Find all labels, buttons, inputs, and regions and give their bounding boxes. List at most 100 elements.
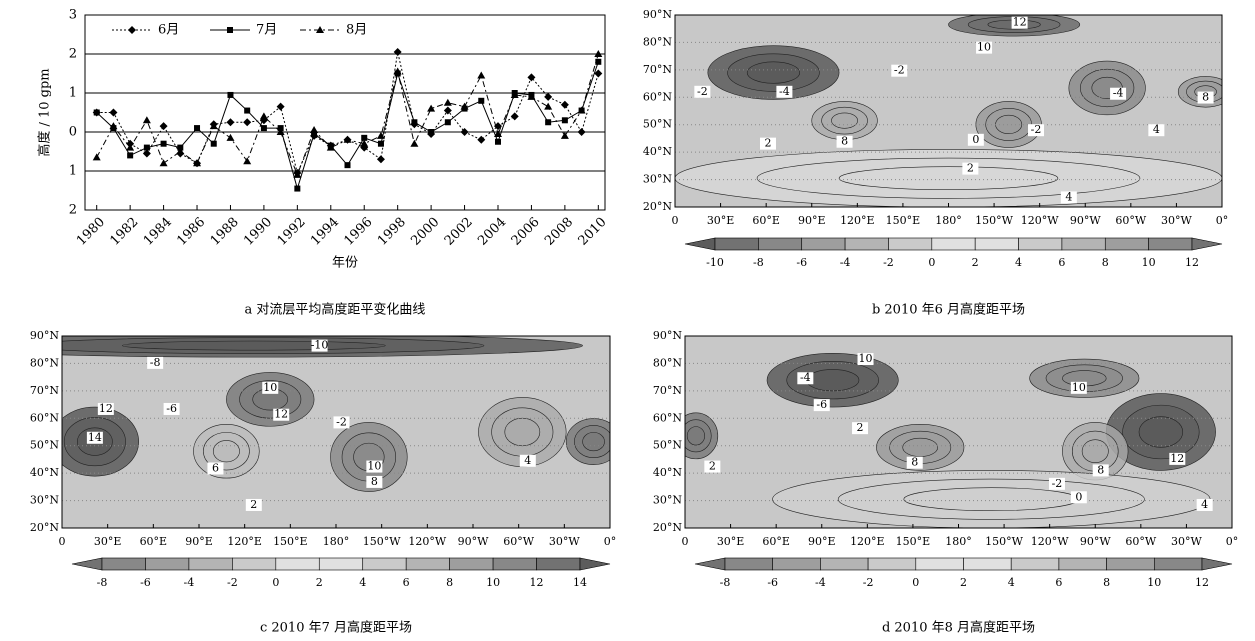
colorbar-cell bbox=[964, 558, 1012, 570]
contour-label: 12 bbox=[1013, 16, 1027, 29]
x-tick-label: 90°E bbox=[808, 535, 836, 548]
contour-label: 8 bbox=[911, 456, 918, 469]
point bbox=[511, 112, 519, 120]
y-tick-label: 30°N bbox=[653, 494, 682, 507]
x-tick-label: 150°W bbox=[985, 535, 1023, 548]
colorbar-tick-label: -8 bbox=[720, 576, 731, 589]
colorbar-tick-label: 4 bbox=[1015, 256, 1022, 269]
colorbar-tick-label: -2 bbox=[883, 256, 894, 269]
colorbar-tick-label: 6 bbox=[403, 576, 410, 589]
contour-label: -4 bbox=[800, 371, 811, 384]
colorbar-tick-label: 8 bbox=[446, 576, 453, 589]
colorbar-tick-label: -2 bbox=[863, 576, 874, 589]
colorbar-tick-label: -4 bbox=[184, 576, 195, 589]
colorbar-cell bbox=[725, 558, 773, 570]
colorbar-cell bbox=[406, 558, 449, 570]
colorbar-end bbox=[1192, 238, 1222, 250]
legend-label: 7月 bbox=[256, 23, 277, 38]
point bbox=[144, 145, 150, 151]
point bbox=[411, 119, 417, 125]
x-tick-label: 60°W bbox=[1115, 214, 1146, 227]
colorbar-cell bbox=[975, 238, 1018, 250]
y-tick-label: 1 bbox=[69, 164, 77, 179]
x-tick-label: 1984 bbox=[141, 215, 175, 249]
colorbar-tick-label: -8 bbox=[97, 576, 108, 589]
point bbox=[377, 155, 385, 163]
colorbar-cell bbox=[845, 238, 888, 250]
x-tick-label: 150°W bbox=[363, 535, 401, 548]
colorbar-tick-label: -6 bbox=[140, 576, 151, 589]
y-tick-label: 50°N bbox=[643, 118, 672, 131]
point bbox=[226, 118, 234, 126]
contour-label: -10 bbox=[311, 339, 329, 352]
x-tick-label: 180° bbox=[945, 535, 972, 548]
point bbox=[261, 125, 267, 131]
x-tick-label: 150°E bbox=[896, 535, 931, 548]
x-tick-label: 120°E bbox=[850, 535, 885, 548]
x-tick-label: 180° bbox=[323, 535, 350, 548]
point bbox=[578, 128, 586, 136]
colorbar-cell bbox=[102, 558, 145, 570]
point bbox=[260, 112, 268, 119]
x-tick-label: 1988 bbox=[208, 215, 242, 249]
point bbox=[545, 119, 551, 125]
colorbar-cell bbox=[145, 558, 188, 570]
y-tick-label: 40°N bbox=[30, 466, 59, 479]
caption: b 2010 年6 月高度距平场 bbox=[872, 302, 1025, 318]
x-tick-label: 30°W bbox=[549, 535, 580, 548]
x-tick-label: 90°E bbox=[798, 214, 826, 227]
colorbar-tick-label: 2 bbox=[972, 256, 979, 269]
colorbar-tick-label: 10 bbox=[1142, 256, 1156, 269]
colorbar-tick-label: 6 bbox=[1055, 576, 1062, 589]
contour-label: 10 bbox=[859, 352, 873, 365]
point bbox=[428, 129, 434, 135]
point bbox=[477, 136, 485, 144]
colorbar-cell bbox=[1059, 558, 1107, 570]
x-tick-label: 120°E bbox=[840, 214, 875, 227]
y-tick-label: 0 bbox=[69, 125, 77, 140]
contour-label: 10 bbox=[1072, 381, 1086, 394]
y-tick-label: 70°N bbox=[30, 384, 59, 397]
contour-label: 8 bbox=[1202, 91, 1209, 104]
y-tick-label: 40°N bbox=[643, 145, 672, 158]
contour-label: 12 bbox=[99, 402, 113, 415]
colorbar-cell bbox=[276, 558, 319, 570]
point bbox=[160, 122, 168, 130]
colorbar-tick-label: -10 bbox=[706, 256, 724, 269]
series-line bbox=[97, 54, 599, 175]
point bbox=[227, 92, 233, 98]
point bbox=[243, 118, 251, 126]
contour-label: -6 bbox=[166, 402, 177, 415]
x-tick-label: 0° bbox=[1216, 214, 1229, 227]
contour-region bbox=[904, 488, 1079, 511]
x-tick-label: 120°W bbox=[408, 535, 446, 548]
y-tick-label: 50°N bbox=[653, 439, 682, 452]
y-tick-label: 60°N bbox=[643, 90, 672, 103]
x-tick-label: 150°W bbox=[975, 214, 1013, 227]
contour-label: 2 bbox=[250, 498, 257, 511]
point bbox=[544, 103, 552, 110]
contour-label: -8 bbox=[150, 356, 161, 369]
contour-region bbox=[747, 62, 800, 84]
point bbox=[445, 119, 451, 125]
y-tick-label: 90°N bbox=[653, 329, 682, 342]
point bbox=[160, 159, 168, 166]
colorbar-end bbox=[580, 558, 610, 570]
contour-label: 14 bbox=[88, 431, 102, 444]
colorbar-tick-label: 2 bbox=[316, 576, 323, 589]
y-tick-label: 20°N bbox=[30, 521, 59, 534]
x-tick-label: 60°W bbox=[1125, 535, 1156, 548]
y-tick-label: 30°N bbox=[643, 173, 672, 186]
point bbox=[544, 93, 552, 101]
x-tick-label: 30°W bbox=[1161, 214, 1192, 227]
contour-region bbox=[213, 440, 239, 462]
contour-label: 4 bbox=[1201, 498, 1208, 511]
point bbox=[444, 99, 452, 106]
x-tick-label: 60°E bbox=[762, 535, 790, 548]
caption: d 2010 年8 月高度距平场 bbox=[882, 620, 1035, 636]
point bbox=[127, 152, 133, 158]
colorbar-cell bbox=[363, 558, 406, 570]
x-tick-label: 0 bbox=[59, 535, 66, 548]
colorbar-tick-label: -4 bbox=[815, 576, 826, 589]
contour-label: 0 bbox=[1075, 490, 1082, 503]
